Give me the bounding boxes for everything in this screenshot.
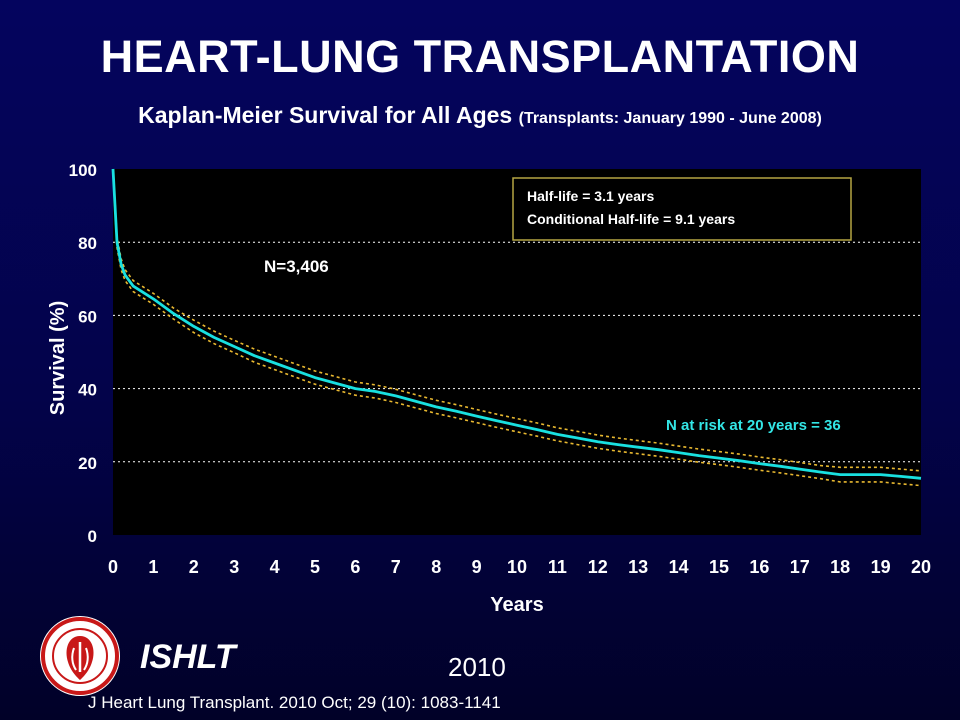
halflife-legend: Half-life = 3.1 years Conditional Half-l… [512, 177, 852, 241]
n-total-label: N=3,406 [264, 257, 329, 276]
x-tick-label: 18 [830, 557, 850, 577]
x-tick-label: 20 [911, 557, 931, 577]
x-tick-label: 14 [669, 557, 689, 577]
x-tick-label: 19 [871, 557, 891, 577]
y-tick-label: 80 [78, 234, 97, 253]
survival-line [111, 168, 922, 480]
x-tick-label: 17 [790, 557, 810, 577]
y-tick-label: 20 [78, 454, 97, 473]
x-tick-label: 1 [148, 557, 158, 577]
y-tick-label: 100 [69, 161, 97, 180]
x-tick-label: 7 [391, 557, 401, 577]
plot-area [113, 169, 921, 535]
y-tick-labels: 0 20 40 60 80 100 [69, 161, 97, 546]
subtitle-detail: (Transplants: January 1990 - June 2008) [518, 110, 822, 127]
ci-lower-line [112, 168, 922, 487]
page-title: HEART-LUNG TRANSPLANTATION [100, 31, 860, 82]
x-tick-label: 8 [431, 557, 441, 577]
x-tick-label: 0 [108, 557, 118, 577]
x-tick-label: 15 [709, 557, 729, 577]
ci-upper-line [112, 168, 922, 472]
y-tick-label: 60 [78, 307, 97, 326]
x-tick-label: 5 [310, 557, 320, 577]
x-tick-label: 3 [229, 557, 239, 577]
ishlt-logo [40, 616, 120, 696]
org-label: ISHLT [140, 638, 236, 676]
series-group [111, 168, 922, 487]
subtitle-main: Kaplan-Meier Survival for All Ages [138, 102, 513, 128]
x-axis-label: Years [490, 594, 543, 616]
year-label: 2010 [448, 652, 506, 682]
x-tick-label: 16 [749, 557, 769, 577]
x-tick-label: 11 [548, 557, 567, 577]
x-tick-label: 10 [507, 557, 527, 577]
y-axis-label: Survival (%) [47, 301, 69, 415]
halflife-line-2: Conditional Half-life = 9.1 years [527, 211, 735, 227]
at-risk-label: N at risk at 20 years = 36 [666, 417, 841, 434]
x-tick-label: 9 [472, 557, 482, 577]
page-subtitle: Kaplan-Meier Survival for All Ages (Tran… [40, 102, 920, 129]
x-tick-label: 13 [628, 557, 648, 577]
x-tick-labels: 0 1 2 3 4 5 6 7 8 9 10 11 12 13 14 15 16 17 18 19 20 [108, 557, 931, 577]
y-tick-label: 0 [88, 527, 97, 546]
halflife-line-1: Half-life = 3.1 years [527, 188, 654, 204]
x-tick-label: 6 [350, 557, 360, 577]
citation: J Heart Lung Transplant. 2010 Oct; 29 (1… [88, 693, 501, 712]
x-tick-label: 4 [270, 557, 280, 577]
halflife-legend-box [512, 177, 852, 241]
y-tick-label: 40 [78, 381, 97, 400]
x-tick-label: 2 [189, 557, 199, 577]
x-tick-label: 12 [588, 557, 608, 577]
